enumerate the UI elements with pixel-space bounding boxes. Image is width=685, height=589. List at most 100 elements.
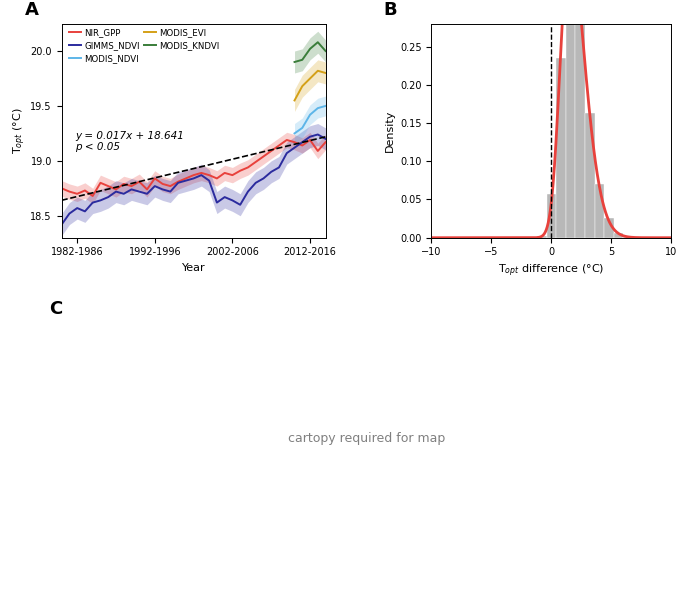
Line: MODIS_KNDVI: MODIS_KNDVI <box>295 42 325 62</box>
GIMMS_NDVI <box>81 208 89 215</box>
Y-axis label: T$_{opt}$ (°C): T$_{opt}$ (°C) <box>11 107 27 154</box>
Text: A: A <box>25 1 38 19</box>
GIMMS_NDVI <box>112 188 120 195</box>
GIMMS_NDVI <box>298 138 306 145</box>
NIR_GPP <box>190 171 198 178</box>
NIR_GPP <box>314 147 322 154</box>
GIMMS_NDVI <box>174 179 182 186</box>
GIMMS_NDVI <box>158 186 166 193</box>
MODIS_EVI <box>306 75 314 82</box>
NIR_GPP <box>321 138 329 145</box>
GIMMS_NDVI <box>267 168 275 176</box>
GIMMS_NDVI <box>58 221 66 228</box>
NIR_GPP <box>283 137 291 144</box>
NIR_GPP <box>275 142 283 149</box>
MODIS_NDVI <box>290 130 299 137</box>
Bar <box>614 233 623 238</box>
NIR_GPP <box>158 180 166 187</box>
MODIS_NDVI <box>298 124 306 131</box>
GIMMS_NDVI <box>73 204 82 211</box>
GIMMS_NDVI <box>260 175 268 182</box>
NIR_GPP <box>135 178 143 186</box>
GIMMS_NDVI <box>151 183 159 190</box>
GIMMS_NDVI <box>197 171 205 178</box>
NIR_GPP <box>244 164 252 171</box>
GIMMS_NDVI <box>221 194 229 201</box>
GIMMS_NDVI <box>314 131 322 138</box>
X-axis label: Year: Year <box>182 263 206 273</box>
GIMMS_NDVI <box>306 133 314 140</box>
MODIS_EVI <box>298 82 306 90</box>
GIMMS_NDVI <box>205 177 213 184</box>
MODIS_NDVI <box>306 111 314 118</box>
GIMMS_NDVI <box>244 188 252 195</box>
MODIS_KNDVI <box>321 48 329 55</box>
GIMMS_NDVI <box>143 190 151 197</box>
X-axis label: T$_{opt}$ difference (°C): T$_{opt}$ difference (°C) <box>498 263 605 279</box>
MODIS_KNDVI <box>290 58 299 65</box>
Bar <box>547 194 556 238</box>
NIR_GPP <box>205 171 213 178</box>
GIMMS_NDVI <box>65 210 73 217</box>
GIMMS_NDVI <box>275 164 283 171</box>
NIR_GPP <box>73 190 82 197</box>
Bar <box>595 184 604 238</box>
NIR_GPP <box>120 180 128 187</box>
NIR_GPP <box>127 183 136 190</box>
Line: MODIS_EVI: MODIS_EVI <box>295 71 325 101</box>
NIR_GPP <box>267 147 275 154</box>
GIMMS_NDVI <box>321 135 329 143</box>
Text: cartopy required for map: cartopy required for map <box>288 432 445 445</box>
NIR_GPP <box>166 183 175 190</box>
Text: y = 0.017x + 18.641
p < 0.05: y = 0.017x + 18.641 p < 0.05 <box>75 131 184 152</box>
GIMMS_NDVI <box>283 150 291 157</box>
MODIS_KNDVI <box>306 45 314 52</box>
MODIS_EVI <box>290 97 299 104</box>
NIR_GPP <box>260 153 268 160</box>
Text: B: B <box>384 1 397 19</box>
NIR_GPP <box>236 167 245 174</box>
Bar <box>566 0 575 238</box>
NIR_GPP <box>306 137 314 144</box>
MODIS_NDVI <box>314 105 322 112</box>
Bar <box>556 58 566 238</box>
MODIS_KNDVI <box>314 39 322 46</box>
Bar <box>585 112 595 238</box>
GIMMS_NDVI <box>190 175 198 182</box>
MODIS_EVI <box>314 67 322 74</box>
GIMMS_NDVI <box>290 144 299 151</box>
GIMMS_NDVI <box>88 199 97 206</box>
GIMMS_NDVI <box>236 201 245 209</box>
NIR_GPP <box>88 193 97 200</box>
NIR_GPP <box>251 158 260 166</box>
NIR_GPP <box>228 171 236 178</box>
Line: MODIS_NDVI: MODIS_NDVI <box>295 106 325 133</box>
NIR_GPP <box>174 178 182 186</box>
NIR_GPP <box>81 187 89 194</box>
NIR_GPP <box>104 183 112 190</box>
Line: NIR_GPP: NIR_GPP <box>62 140 325 196</box>
GIMMS_NDVI <box>97 197 105 204</box>
Legend: NIR_GPP, GIMMS_NDVI, MODIS_NDVI, MODIS_EVI, MODIS_KNDVI: NIR_GPP, GIMMS_NDVI, MODIS_NDVI, MODIS_E… <box>68 28 220 64</box>
NIR_GPP <box>213 175 221 182</box>
NIR_GPP <box>151 175 159 182</box>
GIMMS_NDVI <box>127 186 136 193</box>
Line: GIMMS_NDVI: GIMMS_NDVI <box>62 134 325 224</box>
GIMMS_NDVI <box>104 194 112 201</box>
GIMMS_NDVI <box>213 199 221 206</box>
MODIS_NDVI <box>321 102 329 110</box>
NIR_GPP <box>182 175 190 182</box>
NIR_GPP <box>197 170 205 177</box>
MODIS_EVI <box>321 70 329 77</box>
NIR_GPP <box>298 142 306 149</box>
GIMMS_NDVI <box>166 188 175 195</box>
Text: C: C <box>49 300 63 317</box>
GIMMS_NDVI <box>182 177 190 184</box>
NIR_GPP <box>143 186 151 193</box>
GIMMS_NDVI <box>120 190 128 197</box>
NIR_GPP <box>58 185 66 192</box>
GIMMS_NDVI <box>228 197 236 204</box>
NIR_GPP <box>290 138 299 145</box>
Bar <box>537 236 547 238</box>
MODIS_KNDVI <box>298 57 306 64</box>
